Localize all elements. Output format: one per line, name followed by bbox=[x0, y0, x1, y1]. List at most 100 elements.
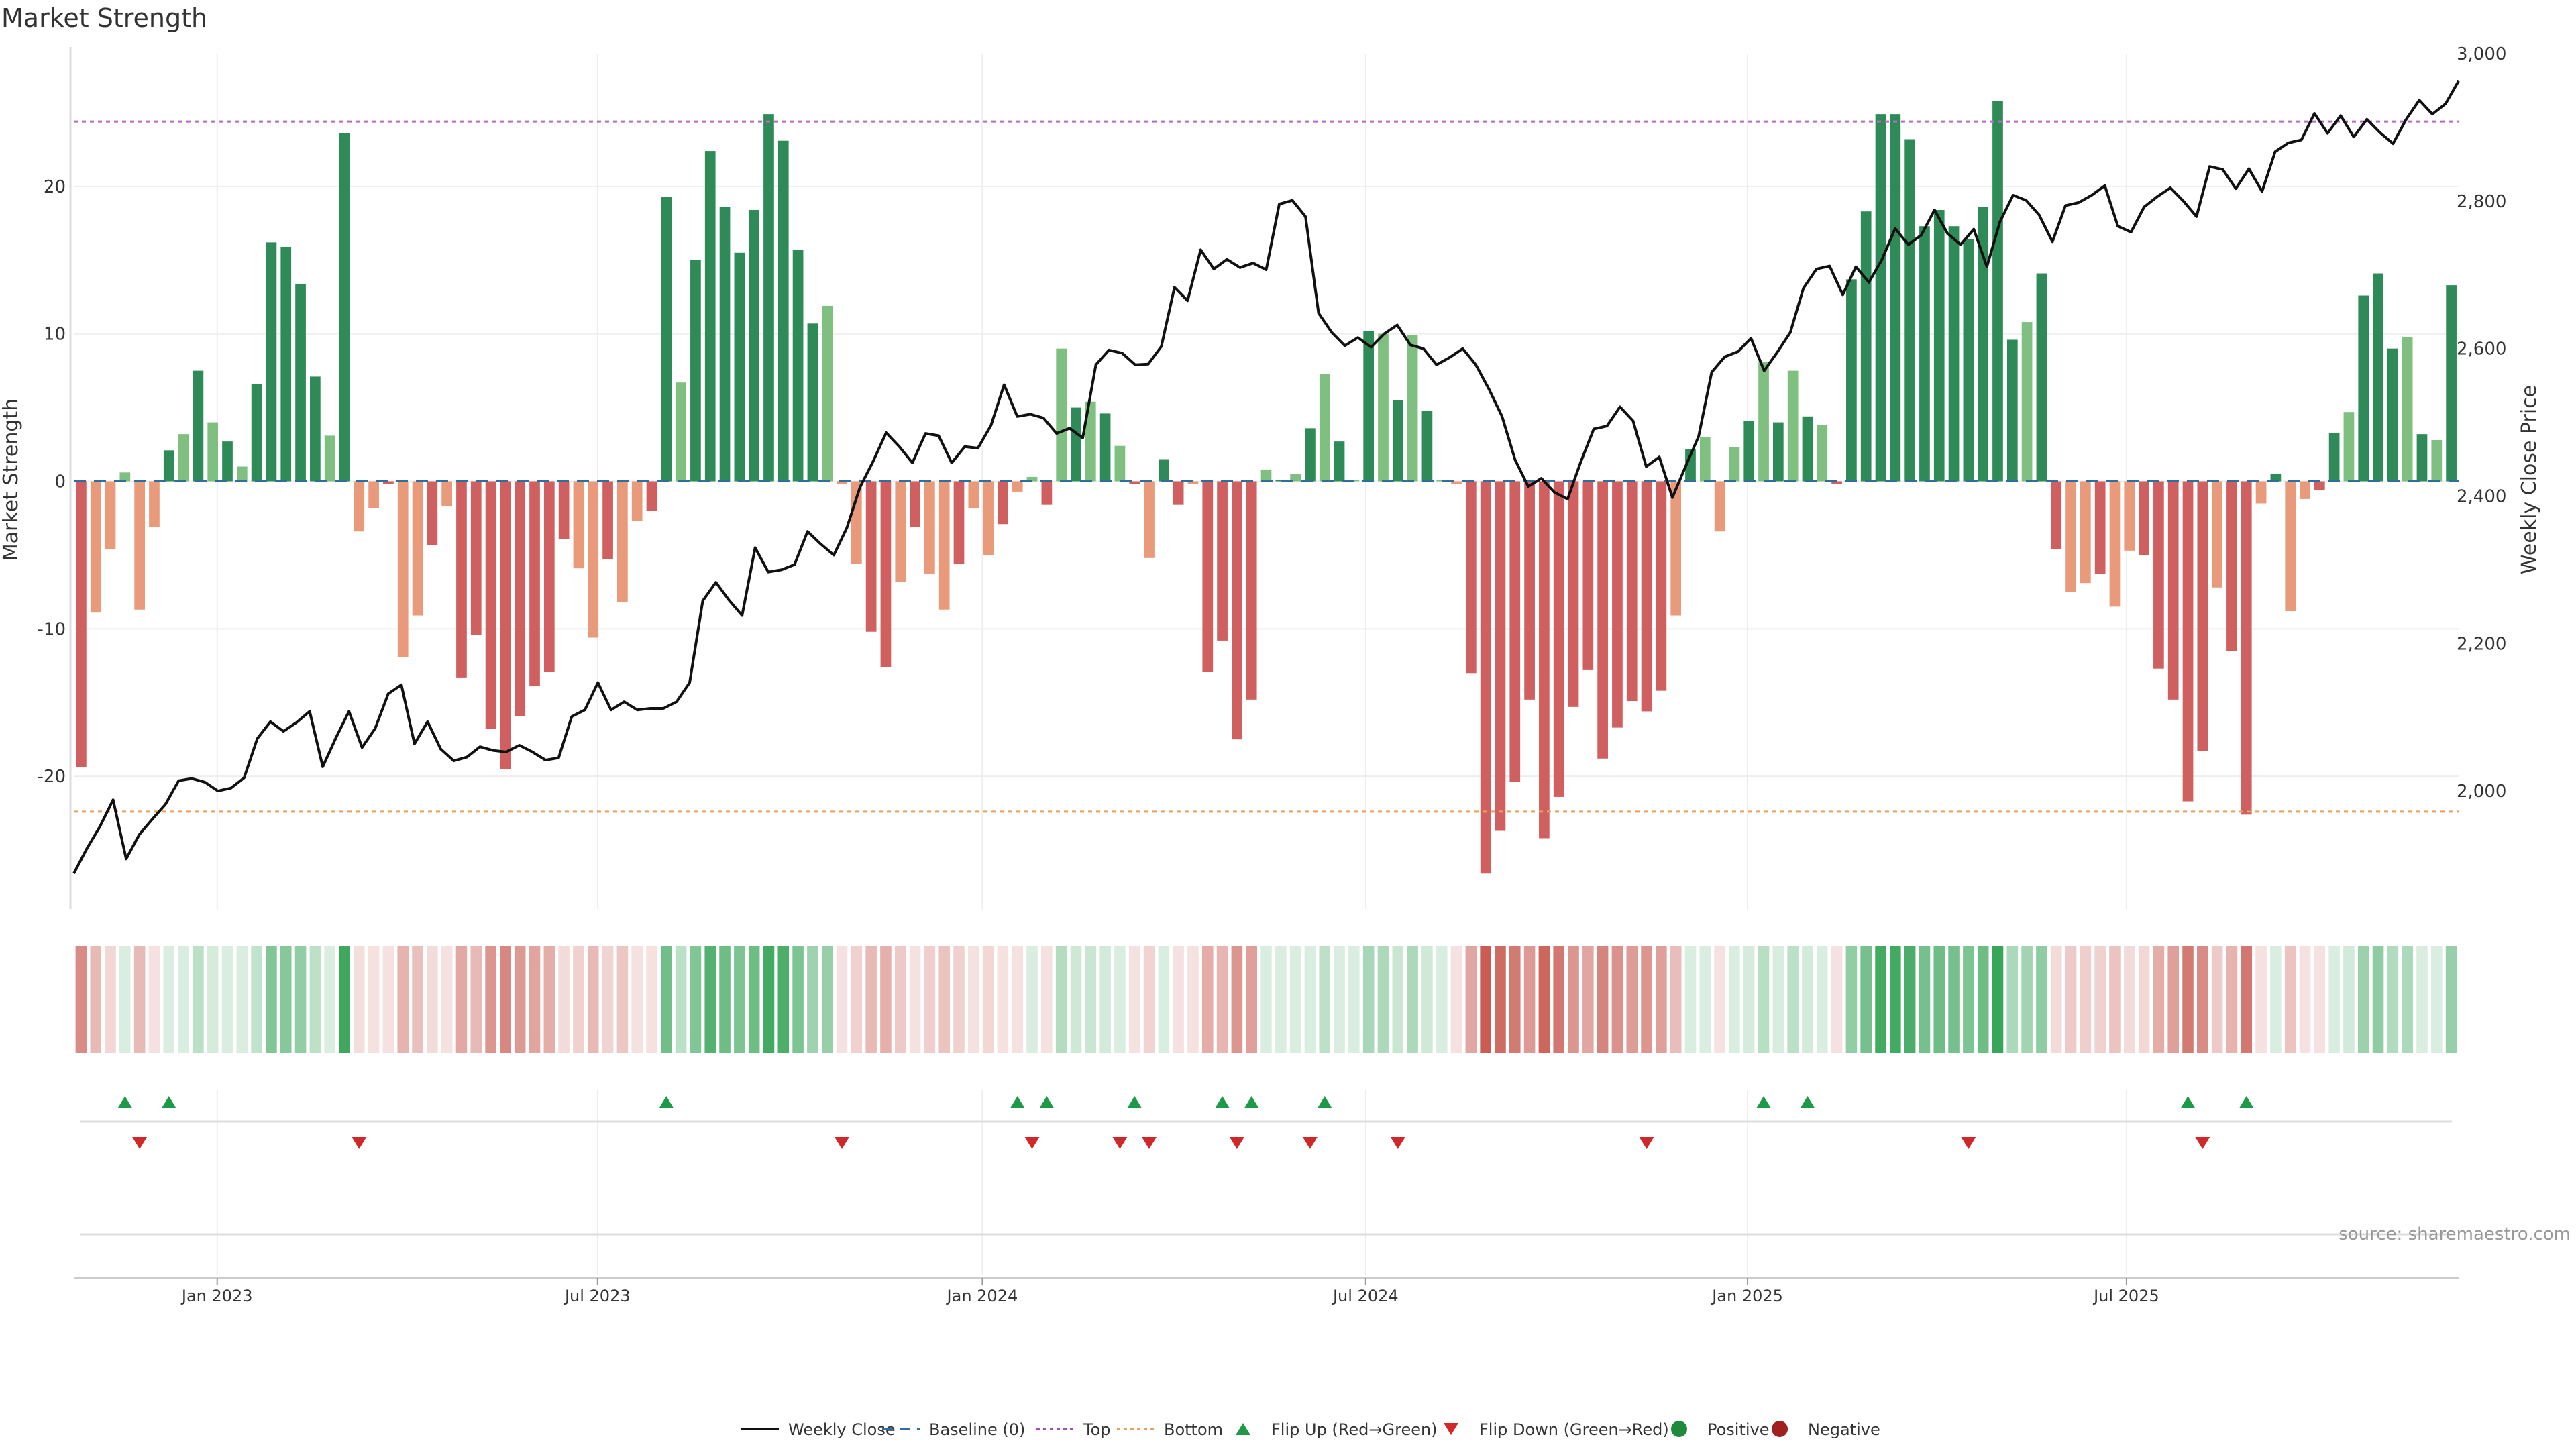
positive-bar bbox=[1071, 407, 1081, 482]
negative-bar bbox=[2153, 481, 2164, 669]
positive-bar bbox=[2036, 273, 2047, 482]
positive-bar bbox=[763, 114, 774, 482]
heat-cell bbox=[75, 946, 87, 1053]
positive-bar bbox=[1290, 474, 1301, 482]
heat-cell bbox=[1802, 946, 1813, 1053]
heat-cell bbox=[368, 946, 380, 1053]
negative-bar bbox=[2300, 481, 2310, 499]
positive-bar bbox=[1158, 459, 1169, 482]
negative-bar bbox=[412, 481, 423, 616]
heat-cell bbox=[1611, 946, 1623, 1053]
heat-cell bbox=[105, 946, 116, 1053]
negative-bar bbox=[1495, 481, 1506, 831]
heat-cell bbox=[1055, 946, 1067, 1053]
positive-bar bbox=[1802, 416, 1813, 482]
heat-cell bbox=[2299, 946, 2311, 1053]
heat-cell bbox=[1465, 946, 1477, 1053]
flip-up-marker bbox=[2180, 1096, 2196, 1108]
heat-cell bbox=[441, 946, 453, 1053]
heat-cell bbox=[1085, 946, 1097, 1053]
positive-bar bbox=[207, 422, 219, 482]
negative-bar bbox=[1612, 481, 1623, 728]
heat-cell bbox=[734, 946, 745, 1053]
negative-bar bbox=[953, 481, 965, 564]
chart-title: Market Strength bbox=[1, 3, 207, 33]
heat-cell bbox=[1173, 946, 1184, 1053]
heat-cell bbox=[339, 946, 350, 1053]
heat-cell bbox=[1070, 946, 1082, 1053]
positive-bar bbox=[1026, 476, 1038, 482]
negative-bar bbox=[1480, 481, 1491, 874]
heat-strip bbox=[75, 946, 2457, 1053]
legend-label: Negative bbox=[1808, 1420, 1880, 1439]
negative-bar bbox=[427, 481, 438, 545]
negative-bar bbox=[1202, 481, 1214, 672]
heat-cell bbox=[1875, 946, 1886, 1053]
positive-bar bbox=[2387, 348, 2398, 482]
heat-cell bbox=[2372, 946, 2384, 1053]
heat-cell bbox=[1641, 946, 1652, 1053]
x-tick-label: Jan 2024 bbox=[946, 1287, 1018, 1305]
heat-cell bbox=[251, 946, 262, 1053]
negative-bar bbox=[2226, 481, 2237, 651]
heat-cell bbox=[500, 946, 511, 1053]
heat-cell bbox=[1538, 946, 1550, 1053]
heat-cell bbox=[2138, 946, 2150, 1053]
y-tick-label: -20 bbox=[38, 767, 66, 787]
negative-bar bbox=[397, 481, 409, 657]
negative-bar bbox=[1187, 481, 1199, 484]
positive-bar bbox=[1772, 422, 1784, 482]
heat-cell bbox=[748, 946, 760, 1053]
flip-down-marker bbox=[1390, 1137, 1405, 1149]
positive-bar bbox=[719, 207, 731, 482]
negative-bar bbox=[1626, 481, 1638, 702]
heat-cell bbox=[543, 946, 555, 1053]
x-tick-label: Jul 2024 bbox=[1332, 1287, 1399, 1305]
axes: 20 10 0 -10 -20 3,000 2,800 2,600 2,400 2,200 2,00… bbox=[38, 44, 2507, 1305]
positive-bar bbox=[704, 151, 716, 482]
heat-cell bbox=[1012, 946, 1024, 1053]
heat-cell bbox=[221, 946, 233, 1053]
heat-cell bbox=[1904, 946, 1916, 1053]
strength-bars bbox=[76, 101, 2457, 874]
heat-cell bbox=[119, 946, 131, 1053]
heat-cell bbox=[470, 946, 482, 1053]
heat-cell bbox=[2430, 946, 2443, 1053]
heat-cell bbox=[938, 946, 950, 1053]
positive-bar bbox=[1860, 211, 1872, 482]
heat-cell bbox=[1729, 946, 1740, 1053]
positive-bar bbox=[1421, 410, 1433, 482]
heat-cell bbox=[1831, 946, 1843, 1053]
positive-bar bbox=[2006, 339, 2018, 482]
positive-bar bbox=[2021, 322, 2033, 482]
heat-cell bbox=[2065, 946, 2077, 1053]
flip-down-marker bbox=[1142, 1137, 1157, 1149]
negative-bar bbox=[1539, 481, 1550, 839]
negative-bar bbox=[383, 481, 394, 484]
negative-bar bbox=[1641, 481, 1652, 712]
flip-up-marker bbox=[161, 1096, 176, 1108]
x-tick-label: Jan 2023 bbox=[180, 1287, 253, 1305]
heat-cell bbox=[1450, 946, 1462, 1053]
heat-cell bbox=[1963, 946, 1974, 1053]
positive-bar bbox=[310, 376, 321, 482]
positive-bar bbox=[324, 435, 335, 482]
heat-cell bbox=[1656, 946, 1667, 1053]
heat-cell bbox=[2094, 946, 2106, 1053]
positive-bar bbox=[1685, 449, 1696, 482]
heat-cell bbox=[1275, 946, 1287, 1053]
negative-bar bbox=[910, 481, 920, 527]
heat-cell bbox=[1977, 946, 1989, 1053]
negative-bar bbox=[368, 481, 379, 508]
heat-cell bbox=[1890, 946, 1901, 1053]
negative-bar bbox=[573, 481, 584, 569]
positive-bar bbox=[1436, 480, 1448, 482]
source-credit: source: sharemaestro.com bbox=[2339, 1224, 2571, 1244]
flip-up-marker bbox=[117, 1096, 133, 1108]
negative-bar bbox=[895, 481, 906, 582]
positive-bar bbox=[119, 472, 131, 482]
positive-bar bbox=[1787, 370, 1799, 482]
flip-markers bbox=[80, 1096, 2452, 1236]
legend-item: Bottom bbox=[1117, 1420, 1223, 1439]
